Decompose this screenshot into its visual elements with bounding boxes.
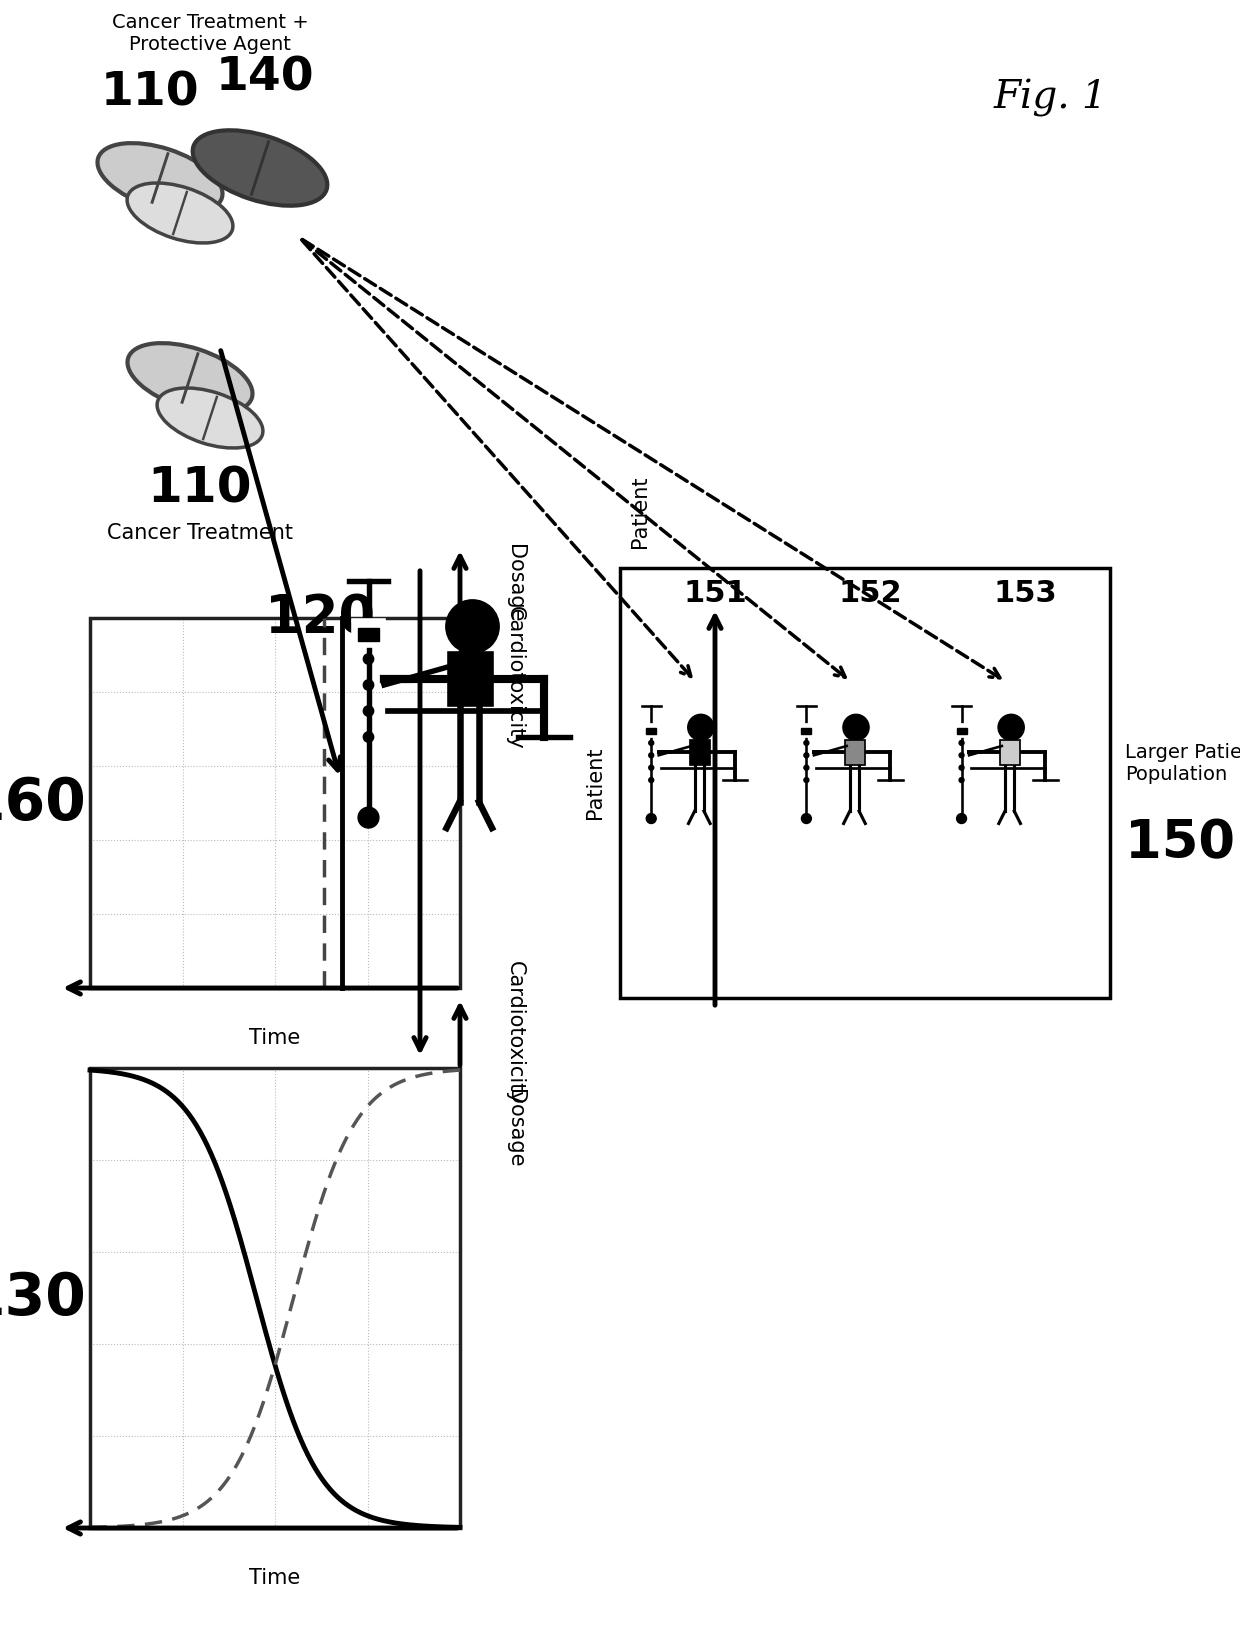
Ellipse shape (157, 387, 263, 448)
Text: Patient: Patient (630, 476, 650, 549)
Bar (801, 728, 811, 735)
Circle shape (363, 732, 373, 742)
Circle shape (646, 814, 656, 824)
Text: 110: 110 (100, 71, 200, 115)
Ellipse shape (192, 130, 327, 206)
Circle shape (358, 808, 379, 827)
Text: Cardiotoxicity: Cardiotoxicity (505, 606, 525, 750)
Bar (620, 569, 1110, 999)
Bar (644, 725, 658, 737)
Text: Fig. 1: Fig. 1 (993, 79, 1107, 117)
Bar (353, 620, 384, 646)
Bar (689, 740, 711, 765)
Text: Dosage: Dosage (505, 544, 525, 623)
Text: 140: 140 (216, 56, 314, 101)
Circle shape (363, 681, 373, 691)
Text: 152: 152 (838, 578, 903, 608)
Text: 110: 110 (148, 465, 252, 513)
Text: Larger Patient
Population: Larger Patient Population (1125, 743, 1240, 783)
Circle shape (688, 715, 713, 740)
Text: 153: 153 (993, 578, 1058, 608)
Text: Patient: Patient (585, 747, 605, 819)
Text: 160: 160 (0, 775, 86, 832)
Text: Dosage: Dosage (505, 1089, 525, 1167)
Bar (844, 740, 866, 765)
Text: Time: Time (249, 1028, 300, 1048)
Bar (999, 740, 1021, 765)
Circle shape (959, 740, 963, 745)
Bar (954, 725, 968, 737)
Ellipse shape (126, 183, 233, 242)
Circle shape (804, 778, 808, 783)
Bar (91, 618, 460, 989)
Circle shape (649, 778, 653, 783)
Text: Cancer Treatment: Cancer Treatment (107, 522, 293, 542)
Circle shape (649, 753, 653, 758)
Bar (358, 628, 379, 641)
Circle shape (649, 740, 653, 745)
Circle shape (804, 765, 808, 770)
Text: 150: 150 (1125, 817, 1235, 868)
Text: Time: Time (249, 1567, 300, 1589)
Bar (91, 1068, 460, 1528)
Text: 130: 130 (0, 1269, 86, 1327)
Circle shape (446, 600, 498, 653)
Text: Cardiotoxicity: Cardiotoxicity (505, 961, 525, 1104)
Circle shape (804, 740, 808, 745)
Ellipse shape (98, 143, 222, 213)
Bar (799, 725, 813, 737)
Circle shape (649, 765, 653, 770)
Bar (956, 728, 966, 735)
Circle shape (956, 814, 966, 824)
Circle shape (959, 765, 963, 770)
Bar (449, 653, 492, 704)
Circle shape (959, 753, 963, 758)
Circle shape (363, 705, 373, 717)
Text: 120: 120 (265, 592, 374, 644)
Bar (646, 728, 656, 735)
Circle shape (801, 814, 811, 824)
Text: 151: 151 (683, 578, 748, 608)
Circle shape (804, 753, 808, 758)
Circle shape (998, 715, 1023, 740)
Ellipse shape (128, 343, 253, 414)
Circle shape (843, 715, 868, 740)
Circle shape (363, 654, 373, 664)
Circle shape (959, 778, 963, 783)
Text: Cancer Treatment +
Protective Agent: Cancer Treatment + Protective Agent (112, 13, 309, 53)
